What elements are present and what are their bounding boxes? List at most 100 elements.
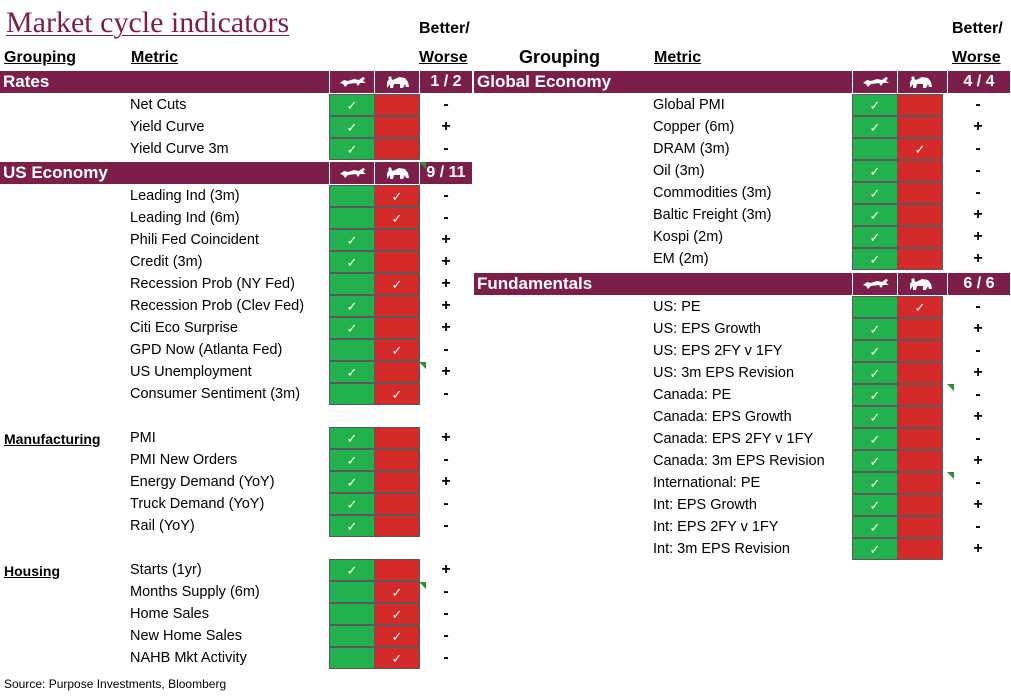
metric-label: Consumer Sentiment (3m) bbox=[130, 386, 301, 402]
bear-cell bbox=[374, 361, 420, 383]
better-worse-sign: + bbox=[441, 363, 451, 380]
better-worse-sign: - bbox=[443, 140, 449, 157]
bear-cell bbox=[897, 362, 943, 384]
bull-cell: ✓ bbox=[329, 449, 375, 471]
better-worse-sign: - bbox=[443, 649, 449, 666]
bear-cell: ✓ bbox=[374, 207, 420, 229]
bull-cell: ✓ bbox=[852, 204, 898, 226]
better-header-right-line1: Better/ bbox=[952, 20, 1003, 37]
check-icon: ✓ bbox=[869, 431, 881, 447]
better-worse-sign: + bbox=[973, 364, 983, 381]
bull-cell: ✓ bbox=[329, 559, 375, 581]
metric-label: Citi Eco Surprise bbox=[130, 320, 238, 336]
check-icon: ✓ bbox=[869, 541, 881, 557]
better-worse-sign: - bbox=[443, 187, 449, 204]
bull-icon bbox=[339, 77, 366, 87]
source-note: Source: Purpose Investments, Bloomberg bbox=[4, 677, 227, 691]
check-icon: ✓ bbox=[346, 430, 358, 446]
section-bar bbox=[474, 71, 1010, 93]
check-icon: ✓ bbox=[914, 299, 926, 315]
bull-cell: ✓ bbox=[329, 361, 375, 383]
metric-label: Recession Prob (NY Fed) bbox=[130, 276, 295, 292]
section-score: 9 / 11 bbox=[419, 162, 472, 184]
bull-cell: ✓ bbox=[329, 295, 375, 317]
grouping-header-right: Grouping bbox=[519, 47, 600, 67]
comment-flag-icon bbox=[947, 472, 954, 479]
check-icon: ✓ bbox=[869, 97, 881, 113]
bear-cell bbox=[374, 559, 420, 581]
metric-label: Energy Demand (YoY) bbox=[130, 474, 275, 490]
better-worse-sign: - bbox=[975, 430, 981, 447]
check-icon: ✓ bbox=[869, 343, 881, 359]
check-icon: ✓ bbox=[346, 119, 358, 135]
bear-cell: ✓ bbox=[374, 647, 420, 669]
better-worse-sign: - bbox=[975, 342, 981, 359]
check-icon: ✓ bbox=[346, 254, 358, 270]
metric-header-right: Metric bbox=[654, 49, 702, 66]
bear-cell: ✓ bbox=[374, 383, 420, 405]
bear-cell bbox=[897, 160, 943, 182]
bear-cell bbox=[897, 204, 943, 226]
metric-label: Canada: PE bbox=[653, 387, 732, 403]
metric-label: US: EPS Growth bbox=[653, 321, 761, 337]
bear-cell: ✓ bbox=[374, 581, 420, 603]
metric-label: New Home Sales bbox=[130, 628, 243, 644]
bull-cell: ✓ bbox=[852, 160, 898, 182]
bear-cell bbox=[897, 516, 943, 538]
better-worse-sign: + bbox=[973, 118, 983, 135]
metric-label: Int: EPS 2FY v 1FY bbox=[653, 519, 779, 535]
better-worse-sign: + bbox=[441, 561, 451, 578]
metric-label: Recession Prob (Clev Fed) bbox=[130, 298, 305, 314]
better-worse-sign: - bbox=[975, 518, 981, 535]
check-icon: ✓ bbox=[346, 518, 358, 534]
bull-cell: ✓ bbox=[852, 494, 898, 516]
metric-label: Int: 3m EPS Revision bbox=[653, 541, 790, 557]
bull-cell: ✓ bbox=[329, 471, 375, 493]
metric-label: NAHB Mkt Activity bbox=[130, 650, 247, 666]
bear-cell bbox=[374, 229, 420, 251]
check-icon: ✓ bbox=[391, 650, 403, 666]
bear-cell bbox=[374, 515, 420, 537]
bear-icon-cell bbox=[897, 273, 943, 295]
bear-icon-cell bbox=[374, 71, 420, 93]
group-label-manufacturing: Manufacturing bbox=[4, 431, 101, 447]
better-worse-sign: - bbox=[443, 627, 449, 644]
check-icon: ✓ bbox=[869, 475, 881, 491]
bull-cell: ✓ bbox=[852, 116, 898, 138]
bull-cell bbox=[329, 581, 375, 603]
bear-cell bbox=[897, 182, 943, 204]
better-worse-sign: - bbox=[443, 451, 449, 468]
check-icon: ✓ bbox=[346, 452, 358, 468]
better-worse-sign: - bbox=[975, 298, 981, 315]
check-icon: ✓ bbox=[391, 342, 403, 358]
check-icon: ✓ bbox=[391, 606, 403, 622]
bull-cell: ✓ bbox=[852, 362, 898, 384]
better-worse-sign: - bbox=[975, 184, 981, 201]
bull-icon bbox=[339, 168, 366, 178]
comment-flag-icon bbox=[419, 362, 426, 369]
section-bar bbox=[474, 273, 1010, 295]
better-header-line1: Better/ bbox=[419, 20, 470, 37]
better-worse-sign: + bbox=[973, 452, 983, 469]
check-icon: ✓ bbox=[869, 409, 881, 425]
better-worse-sign: + bbox=[973, 320, 983, 337]
bull-cell bbox=[852, 296, 898, 318]
bear-icon bbox=[386, 76, 409, 88]
better-worse-sign: - bbox=[975, 386, 981, 403]
bull-icon-cell bbox=[329, 162, 375, 184]
comment-flag-icon bbox=[947, 384, 954, 391]
section-title: Rates bbox=[3, 72, 50, 91]
check-icon: ✓ bbox=[869, 163, 881, 179]
better-worse-sign: - bbox=[975, 162, 981, 179]
bear-cell: ✓ bbox=[374, 185, 420, 207]
check-icon: ✓ bbox=[346, 97, 358, 113]
bear-icon bbox=[909, 278, 932, 290]
bull-icon-cell bbox=[329, 71, 375, 93]
bear-cell bbox=[897, 340, 943, 362]
bear-icon bbox=[909, 76, 932, 88]
metric-label: Canada: EPS 2FY v 1FY bbox=[653, 431, 814, 447]
bear-cell bbox=[374, 427, 420, 449]
metric-label: Commodities (3m) bbox=[653, 185, 772, 201]
check-icon: ✓ bbox=[391, 188, 403, 204]
bear-cell bbox=[374, 317, 420, 339]
